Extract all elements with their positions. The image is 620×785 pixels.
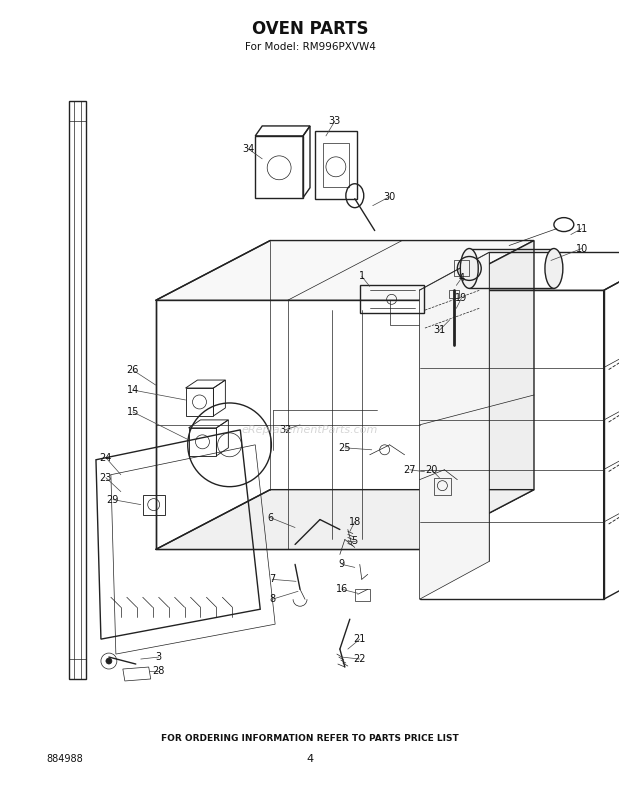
Text: 884988: 884988	[46, 754, 83, 764]
Text: 9: 9	[339, 560, 345, 569]
Text: 3: 3	[156, 652, 162, 662]
Text: 31: 31	[433, 325, 446, 335]
Text: 23: 23	[100, 473, 112, 483]
Text: 14: 14	[126, 385, 139, 395]
Text: 32: 32	[279, 425, 291, 435]
Text: 4: 4	[458, 273, 464, 283]
Text: 10: 10	[575, 243, 588, 254]
Text: 16: 16	[336, 584, 348, 594]
Circle shape	[106, 658, 112, 664]
Text: 20: 20	[425, 465, 438, 475]
Text: FOR ORDERING INFORMATION REFER TO PARTS PRICE LIST: FOR ORDERING INFORMATION REFER TO PARTS …	[161, 734, 459, 743]
Polygon shape	[156, 240, 534, 301]
Text: 6: 6	[267, 513, 273, 523]
Text: 21: 21	[353, 634, 366, 644]
Text: 30: 30	[384, 192, 396, 202]
Text: 28: 28	[153, 666, 165, 676]
Polygon shape	[420, 240, 534, 550]
Text: 24: 24	[100, 453, 112, 463]
Ellipse shape	[545, 249, 563, 288]
Polygon shape	[156, 301, 420, 550]
Text: 27: 27	[403, 465, 416, 475]
Text: 5: 5	[352, 536, 358, 546]
Text: 18: 18	[348, 517, 361, 527]
Text: For Model: RM996PXVW4: For Model: RM996PXVW4	[244, 42, 376, 53]
Text: 7: 7	[269, 575, 275, 584]
Text: 22: 22	[353, 654, 366, 664]
Text: 8: 8	[269, 594, 275, 604]
Text: 4: 4	[306, 754, 314, 764]
Text: 34: 34	[242, 144, 254, 154]
Text: OVEN PARTS: OVEN PARTS	[252, 20, 368, 38]
Text: 15: 15	[126, 407, 139, 417]
Text: 29: 29	[107, 495, 119, 505]
Polygon shape	[420, 253, 489, 599]
Text: eReplacementParts.com: eReplacementParts.com	[242, 425, 378, 435]
Ellipse shape	[460, 249, 478, 288]
Text: 33: 33	[329, 116, 341, 126]
Polygon shape	[156, 490, 534, 550]
Text: 11: 11	[575, 224, 588, 234]
Text: 1: 1	[359, 272, 365, 281]
Text: 25: 25	[339, 443, 351, 453]
Text: 26: 26	[126, 365, 139, 375]
Ellipse shape	[554, 217, 574, 232]
Text: 19: 19	[455, 294, 467, 303]
